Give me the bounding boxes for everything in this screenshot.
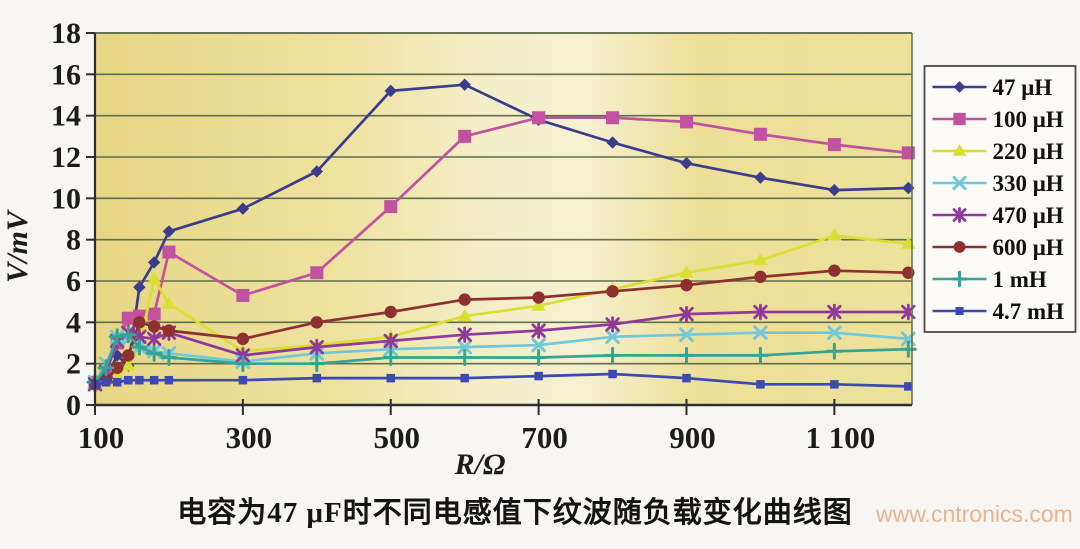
y-tick-label: 12 — [51, 141, 81, 174]
y-tick-label: 8 — [66, 224, 81, 257]
y-tick-label: 14 — [51, 100, 81, 133]
y-tick-label: 10 — [51, 182, 81, 215]
series-600-μH — [88, 264, 915, 391]
y-tick-label: 16 — [51, 58, 81, 91]
legend-item-600-μH: 600 μH — [932, 235, 1064, 260]
x-axis-title: R/Ω — [454, 448, 506, 481]
legend-label: 330 μH — [993, 171, 1064, 196]
chart-caption: 电容为47 μF时不同电感值下纹波随负载变化曲线图 — [177, 497, 853, 529]
y-tick-label: 0 — [66, 389, 81, 422]
legend-item-100-μH: 100 μH — [932, 107, 1064, 132]
y-tick-label: 2 — [66, 348, 81, 381]
legend-item-4-7-mH: 4.7 mH — [932, 299, 1065, 324]
y-tick-label: 6 — [66, 265, 81, 298]
legend-item-330-μH: 330 μH — [932, 171, 1064, 196]
legend-label: 4.7 mH — [993, 299, 1065, 324]
legend-item-1-mH: 1 mH — [932, 267, 1047, 292]
x-tick-label: 100 — [78, 420, 125, 455]
legend-item-47-μH: 47 μH — [932, 75, 1053, 100]
axis-tick-labels: 0 2 4 6 8 10 12 14 16 18 100 300 500 700 900 1 100 — [51, 17, 875, 455]
legend-label: 600 μH — [993, 235, 1064, 260]
legend-label: 470 μH — [993, 203, 1064, 228]
y-tick-label: 4 — [66, 306, 81, 339]
x-tick-label: 900 — [669, 420, 716, 455]
x-tick-label: 700 — [521, 420, 568, 455]
legend-item-220-μH: 220 μH — [932, 139, 1064, 164]
x-tick-label: 1 100 — [805, 420, 875, 455]
legend-label: 1 mH — [993, 267, 1047, 292]
legend-label: 47 μH — [993, 75, 1053, 100]
watermark: www.cntronics.com — [876, 501, 1073, 527]
x-tick-label: 500 — [373, 420, 420, 455]
series-1-mH — [86, 326, 917, 391]
legend: 47 μH 100 μH 220 μH 330 μH 470 μH 600 μH 1 mH 4… — [923, 65, 1077, 333]
legend-label: 100 μH — [993, 107, 1064, 132]
ripple-voltage-chart: 0 2 4 6 8 10 12 14 16 18 100 300 500 700 900 1 100 47 μ… — [1, 17, 1077, 481]
series-lines — [86, 78, 917, 393]
x-tick-label: 300 — [226, 420, 273, 455]
y-tick-label: 18 — [51, 17, 81, 50]
legend-label: 220 μH — [993, 139, 1064, 164]
y-axis-title: V/mV — [1, 208, 34, 283]
axes — [93, 32, 913, 407]
legend-item-470-μH: 470 μH — [932, 203, 1064, 228]
plot-area — [95, 33, 912, 405]
